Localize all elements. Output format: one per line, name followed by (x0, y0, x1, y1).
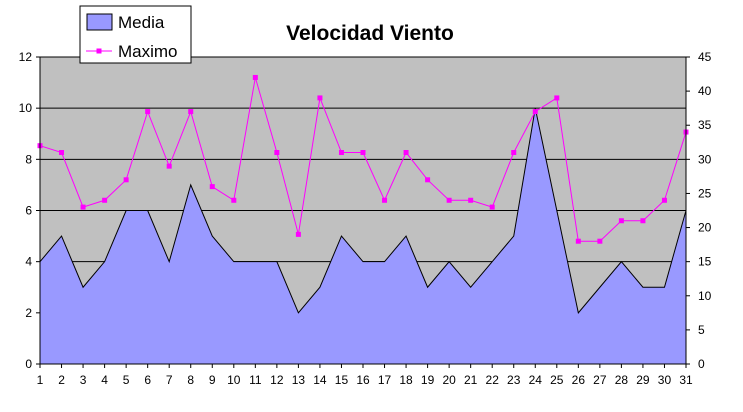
maximo-marker-24 (532, 109, 538, 115)
x-tick-label-15: 15 (335, 373, 349, 387)
maximo-marker-7 (166, 163, 172, 169)
left-axis-ticks: 0 2 4 6 8 10 12 (19, 50, 40, 371)
maximo-marker-4 (102, 197, 108, 203)
legend-swatch-media (86, 13, 113, 31)
x-tick-label-22: 22 (486, 373, 500, 387)
maximo-marker-17 (382, 197, 388, 203)
maximo-marker-29 (640, 218, 646, 224)
right-tick-label-10: 10 (698, 289, 712, 303)
x-tick-label-29: 29 (636, 373, 650, 387)
x-tick-label-3: 3 (80, 373, 87, 387)
maximo-marker-12 (274, 150, 280, 156)
maximo-marker-21 (468, 197, 474, 203)
x-tick-label-13: 13 (292, 373, 306, 387)
maximo-marker-3 (80, 204, 86, 210)
x-tick-label-30: 30 (658, 373, 672, 387)
x-tick-label-17: 17 (378, 373, 392, 387)
x-tick-label-6: 6 (144, 373, 151, 387)
maximo-marker-22 (489, 204, 495, 210)
maximo-marker-26 (575, 238, 581, 244)
x-tick-label-21: 21 (464, 373, 478, 387)
right-axis-ticks: 0 5 10 15 20 25 30 35 40 45 (686, 50, 712, 371)
x-tick-label-23: 23 (507, 373, 521, 387)
series-maximo-layer (37, 74, 689, 244)
maximo-marker-16 (360, 150, 366, 156)
x-tick-label-20: 20 (442, 373, 456, 387)
right-tick-label-40: 40 (698, 84, 712, 98)
maximo-marker-10 (231, 197, 237, 203)
maximo-marker-5 (123, 177, 129, 183)
right-tick-label-35: 35 (698, 118, 712, 132)
right-tick-label-0: 0 (698, 357, 705, 371)
left-tick-label-0: 0 (25, 357, 32, 371)
maximo-marker-13 (295, 231, 301, 237)
maximo-marker-18 (403, 150, 409, 156)
maximo-marker-19 (425, 177, 431, 183)
x-tick-label-12: 12 (270, 373, 284, 387)
legend: Media Maximo (79, 5, 192, 64)
right-tick-label-15: 15 (698, 255, 712, 269)
x-tick-label-7: 7 (166, 373, 173, 387)
right-tick-label-20: 20 (698, 221, 712, 235)
right-tick-label-45: 45 (698, 50, 712, 64)
x-tick-label-2: 2 (58, 373, 65, 387)
left-tick-label-4: 4 (25, 255, 32, 269)
x-tick-label-14: 14 (313, 373, 327, 387)
series-media-outline (39, 108, 687, 314)
x-tick-label-10: 10 (227, 373, 241, 387)
x-tick-label-18: 18 (399, 373, 413, 387)
x-tick-label-4: 4 (101, 373, 108, 387)
x-tick-label-26: 26 (572, 373, 586, 387)
maximo-marker-6 (145, 109, 151, 115)
left-tick-label-2: 2 (25, 306, 32, 320)
series-media-layer (39, 108, 687, 365)
legend-label-media: Media (118, 13, 165, 32)
maximo-marker-9 (209, 184, 215, 190)
maximo-marker-23 (511, 150, 517, 156)
left-tick-label-10: 10 (19, 101, 33, 115)
x-tick-label-8: 8 (187, 373, 194, 387)
maximo-marker-11 (252, 74, 258, 80)
x-tick-label-19: 19 (421, 373, 435, 387)
x-tick-label-5: 5 (123, 373, 130, 387)
x-tick-label-1: 1 (37, 373, 44, 387)
maximo-marker-2 (59, 150, 65, 156)
x-tick-label-24: 24 (529, 373, 543, 387)
maximo-marker-8 (188, 109, 194, 115)
maximo-marker-14 (317, 95, 323, 101)
x-tick-label-16: 16 (356, 373, 370, 387)
x-tick-label-31: 31 (679, 373, 693, 387)
x-tick-label-25: 25 (550, 373, 564, 387)
right-tick-label-5: 5 (698, 323, 705, 337)
legend-marker-maximo (96, 48, 102, 54)
legend-label-maximo: Maximo (118, 42, 178, 61)
maximo-marker-25 (554, 95, 560, 101)
maximo-marker-20 (446, 197, 452, 203)
x-tick-label-28: 28 (615, 373, 629, 387)
right-tick-label-30: 30 (698, 152, 712, 166)
x-tick-label-11: 11 (249, 373, 262, 387)
maximo-marker-30 (661, 197, 667, 203)
x-axis-ticks: 1 2 3 4 5 6 7 8 9 10 11 12 13 14 15 16 17 18 19 20 21 22 23 24 2… (37, 364, 693, 387)
maximo-marker-15 (338, 150, 344, 156)
x-tick-label-27: 27 (593, 373, 607, 387)
maximo-marker-27 (597, 238, 603, 244)
left-tick-label-12: 12 (19, 50, 33, 64)
chart-title: Velocidad Viento (286, 22, 454, 45)
left-tick-label-6: 6 (25, 204, 32, 218)
right-tick-label-25: 25 (698, 186, 712, 200)
x-tick-label-9: 9 (209, 373, 216, 387)
left-tick-label-8: 8 (25, 152, 32, 166)
maximo-marker-28 (618, 218, 624, 224)
